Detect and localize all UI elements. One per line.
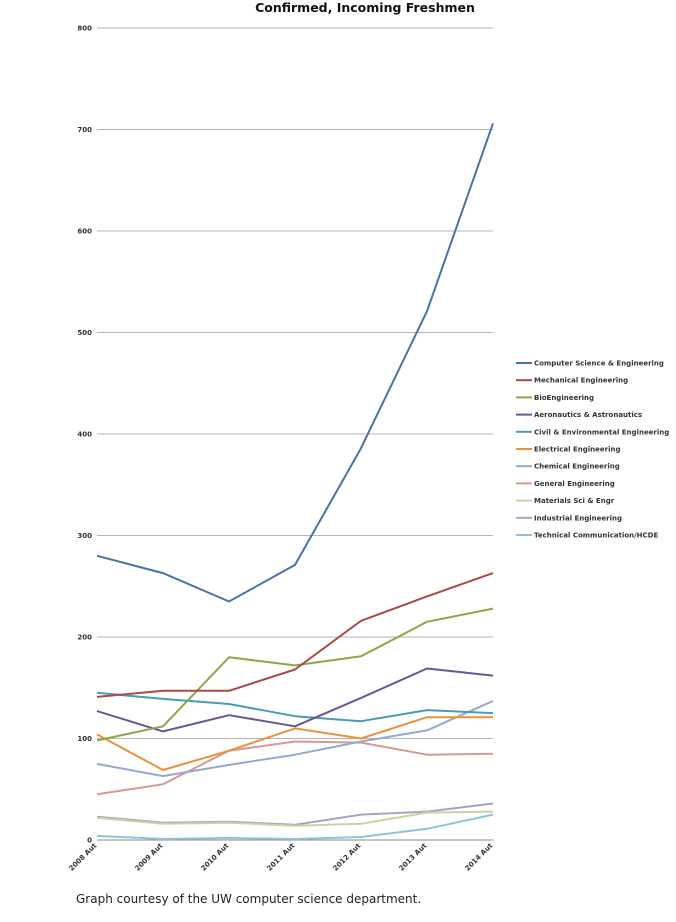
y-tick-label: 600 <box>77 228 92 236</box>
x-tick-label: 2010 Aut <box>200 841 231 872</box>
legend-label-aeronautics-astronautics: Aeronautics & Astronautics <box>534 411 642 419</box>
series-line-civil-environmental-engineering <box>96 691 494 723</box>
y-tick-label: 400 <box>77 431 92 439</box>
legend-label-general-engineering: General Engineering <box>534 480 615 488</box>
x-tick-label: 2008 Aut <box>68 841 99 872</box>
legend-label-computer-science-engineering: Computer Science & Engineering <box>534 360 664 368</box>
figure-caption: Graph courtesy of the UW computer scienc… <box>76 892 422 906</box>
x-axis-ticks: 2008 Aut 2009 Aut 2010 Aut 2011 Aut 2012 Aut… <box>68 841 495 872</box>
series-line-materials-sci-engr <box>96 810 494 827</box>
legend-label-civil-environmental-engineering: Civil & Environmental Engineering <box>534 428 669 436</box>
x-tick-label: 2009 Aut <box>134 841 165 872</box>
legend-label-bioengineering: BioEngineering <box>534 394 594 402</box>
series-line-aeronautics-astronautics <box>96 667 494 733</box>
series-line-industrial-engineering <box>96 802 494 826</box>
y-tick-label: 800 <box>77 25 92 33</box>
y-tick-label: 700 <box>77 126 92 134</box>
series-line-general-engineering <box>96 740 494 796</box>
y-tick-label: 300 <box>77 532 92 540</box>
gridlines <box>97 27 493 739</box>
legend-label-electrical-engineering: Electrical Engineering <box>534 446 621 454</box>
x-tick-label: 2012 Aut <box>332 841 363 872</box>
x-tick-label: 2014 Aut <box>464 841 495 872</box>
y-tick-label: 200 <box>77 634 92 642</box>
legend-label-materials-sci-engr: Materials Sci & Engr <box>534 497 615 505</box>
y-tick-label: 100 <box>77 735 92 743</box>
legend-label-chemical-engineering: Chemical Engineering <box>534 463 620 471</box>
x-tick-label: 2013 Aut <box>398 841 429 872</box>
legend-label-mechanical-engineering: Mechanical Engineering <box>534 377 628 385</box>
series-line-electrical-engineering <box>96 716 493 771</box>
legend-label-industrial-engineering: Industrial Engineering <box>534 514 622 522</box>
x-tick-label: 2011 Aut <box>266 841 297 872</box>
series-line-technical-communication-hcde <box>96 813 494 840</box>
chart-title: Confirmed, Incoming Freshmen <box>255 0 475 15</box>
y-tick-label: 0 <box>87 837 92 845</box>
line-chart: Confirmed, Incoming Freshmen 0 100 200 300 4… <box>68 0 670 873</box>
legend-label-technical-communication-hcde: Technical Communication/HCDE <box>534 532 658 540</box>
y-axis-ticks: 0 100 200 300 400 500 600 700 800 <box>77 25 92 845</box>
series-line-bioengineering <box>96 607 494 742</box>
legend: Computer Science & Engineering Mechanical… <box>516 360 669 540</box>
series-line-mechanical-engineering <box>96 572 494 698</box>
series-line-computer-science-engineering <box>96 123 494 603</box>
y-tick-label: 500 <box>77 329 92 337</box>
series-lines <box>96 123 494 840</box>
series-line-chemical-engineering <box>96 699 494 778</box>
